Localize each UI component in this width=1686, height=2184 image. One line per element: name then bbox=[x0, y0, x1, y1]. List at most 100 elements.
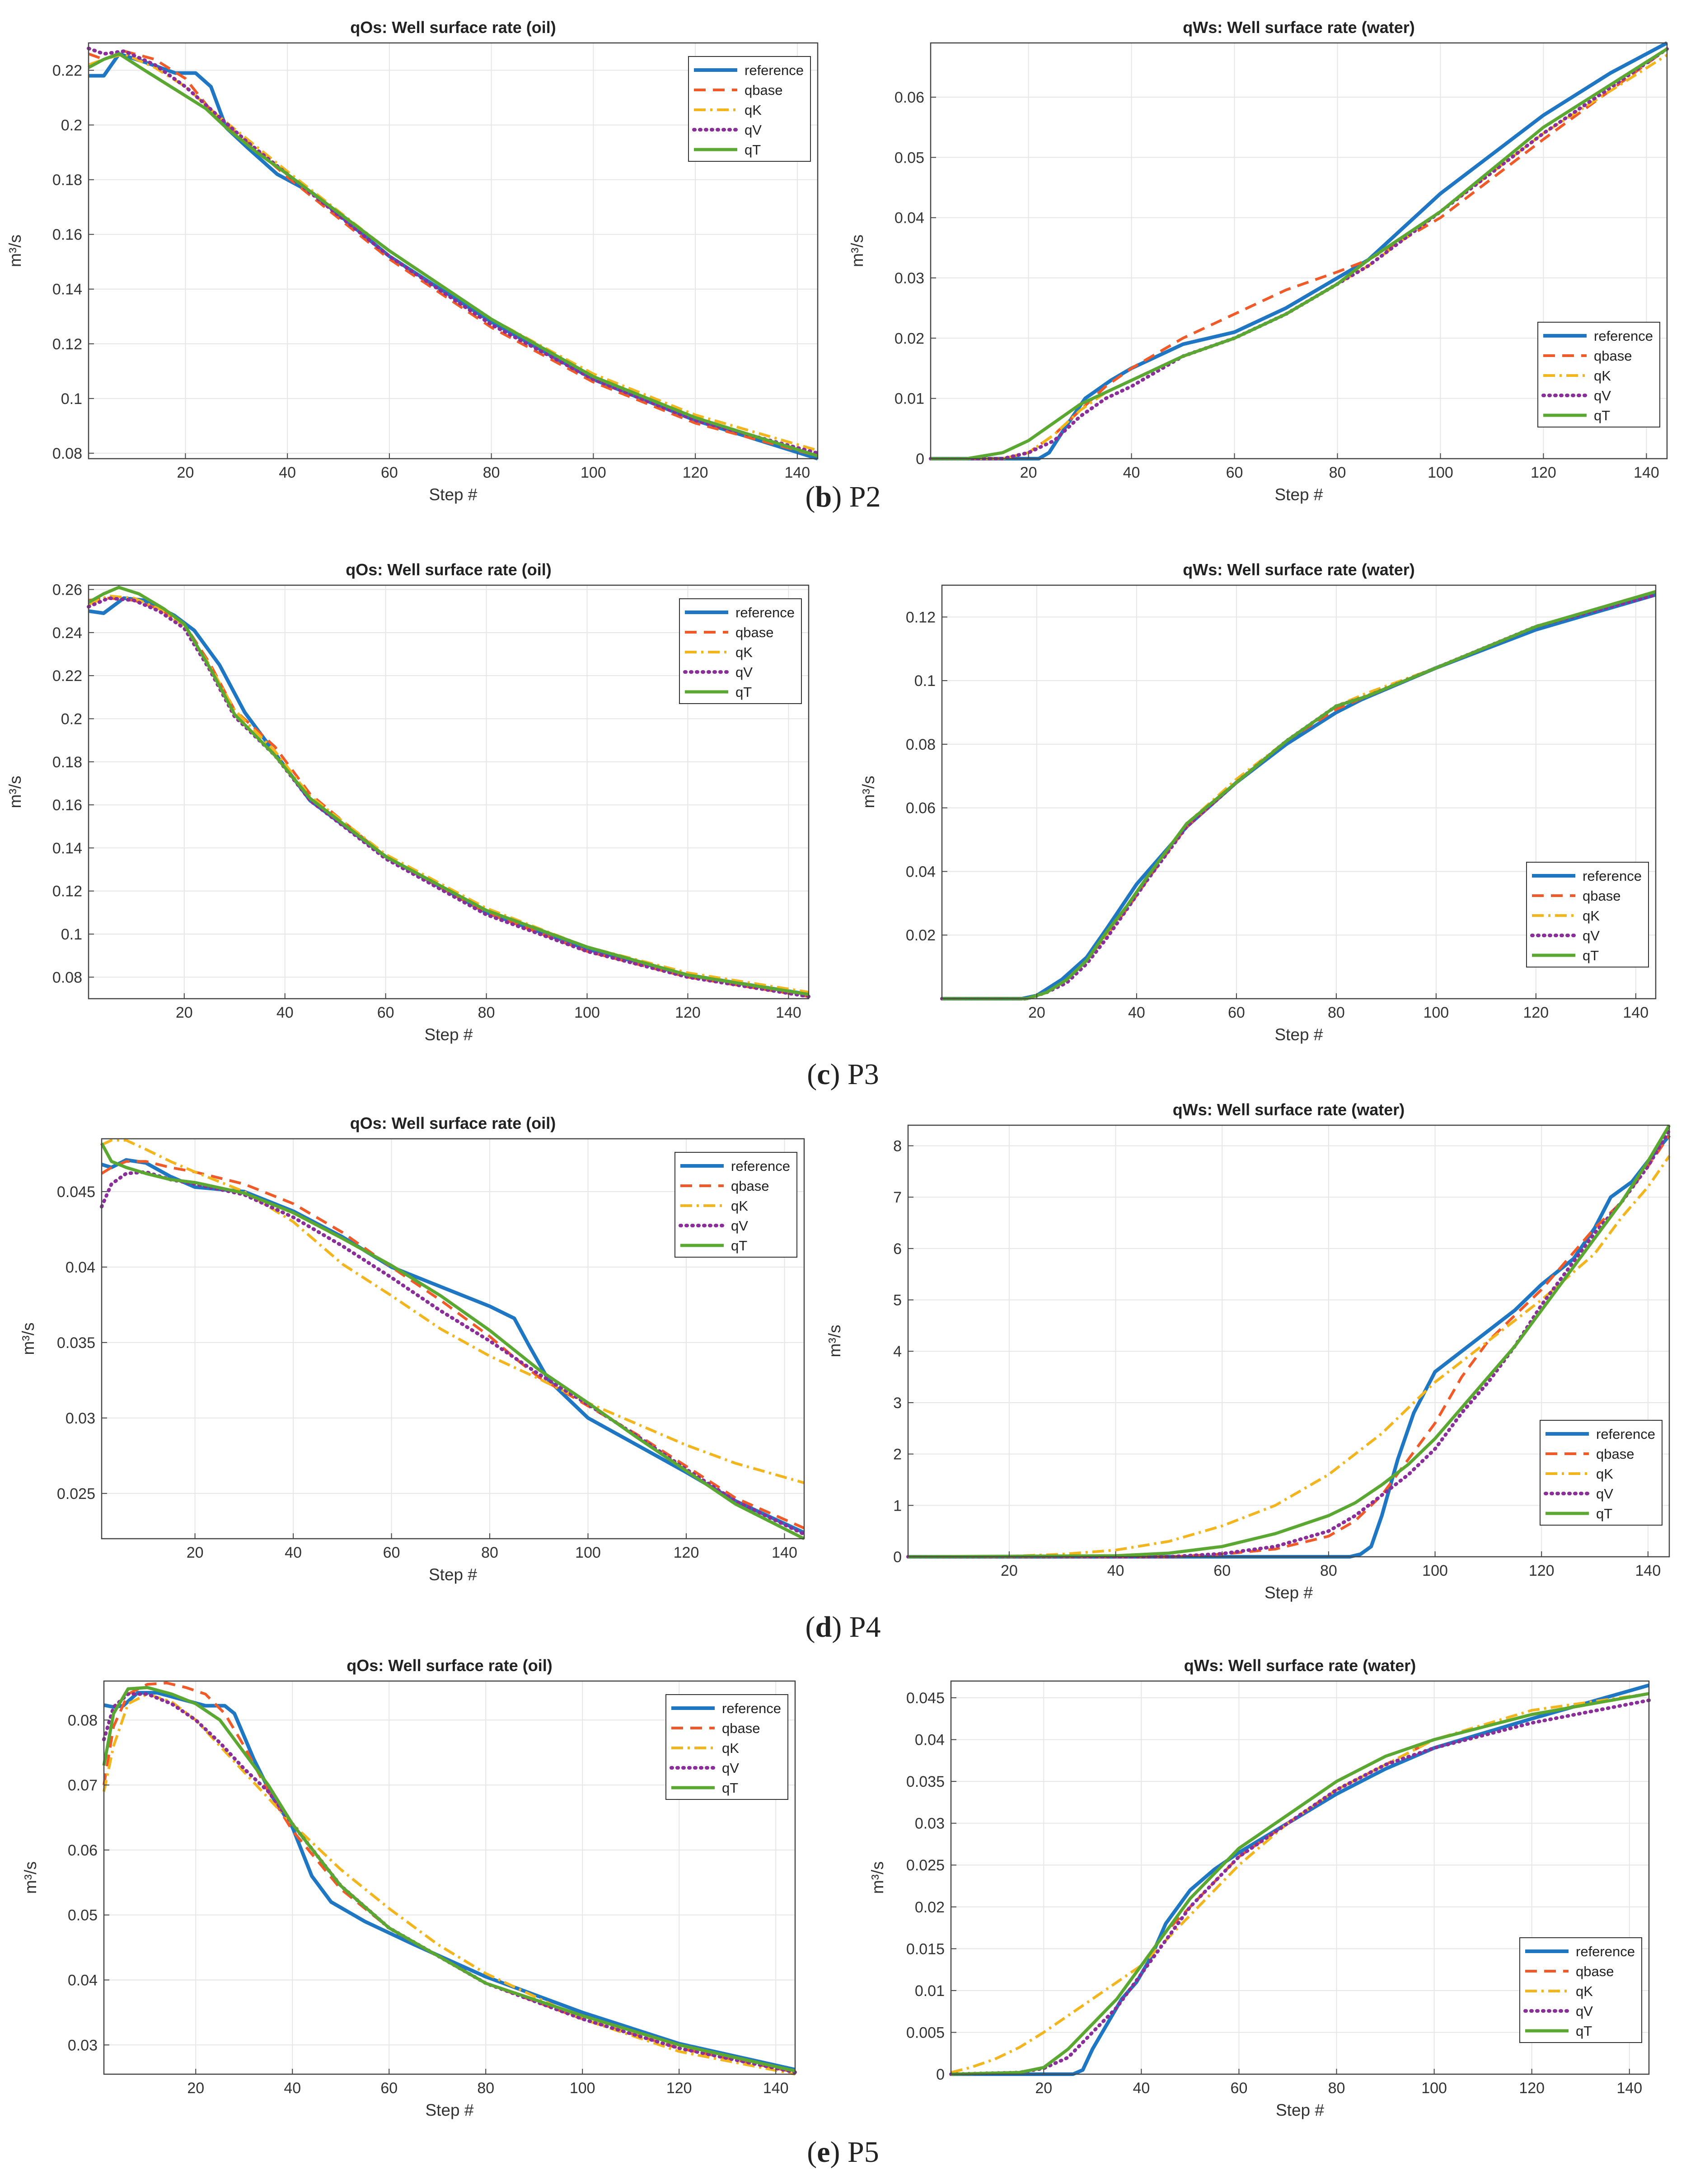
caption-d: (d) P4 bbox=[805, 1611, 881, 1644]
x-tick-label: 140 bbox=[1623, 1004, 1649, 1021]
chart-title: qOs: Well surface rate (oil) bbox=[346, 560, 551, 579]
x-tick-label: 100 bbox=[1422, 1562, 1448, 1579]
x-tick-label: 80 bbox=[1328, 1004, 1345, 1021]
y-tick-label: 0.045 bbox=[57, 1184, 95, 1201]
x-tick-label: 60 bbox=[1213, 1562, 1231, 1579]
caption-b: (b) P2 bbox=[805, 480, 881, 513]
legend-label-qbase: qbase bbox=[1594, 348, 1632, 364]
y-tick-label: 0.06 bbox=[68, 1842, 98, 1859]
y-tick-label: 0.02 bbox=[906, 927, 936, 944]
x-tick-label: 80 bbox=[481, 1544, 498, 1561]
y-tick-label: 0.16 bbox=[52, 797, 82, 814]
legend-box bbox=[1537, 322, 1660, 427]
y-tick-label: 0.14 bbox=[52, 840, 82, 857]
x-tick-label: 120 bbox=[1529, 1562, 1555, 1579]
legend-label-qV: qV bbox=[1594, 388, 1611, 404]
x-tick-label: 20 bbox=[177, 464, 194, 481]
axes-box bbox=[101, 1138, 805, 1540]
x-tick-label: 140 bbox=[1616, 2080, 1642, 2097]
chart-title: qWs: Well surface rate (water) bbox=[1183, 560, 1414, 579]
x-tick-label: 140 bbox=[1635, 1562, 1661, 1579]
y-tick-label: 0.06 bbox=[895, 89, 924, 106]
y-tick-label: 0.04 bbox=[68, 1972, 98, 1989]
axes-box bbox=[941, 584, 1657, 1000]
series-line-qbase bbox=[88, 596, 809, 998]
x-tick-label: 60 bbox=[1231, 2080, 1248, 2097]
x-tick-label: 60 bbox=[377, 1004, 394, 1021]
series-line-qV bbox=[949, 1698, 1651, 2076]
legend-box bbox=[1526, 862, 1649, 968]
legend-label-qV: qV bbox=[1576, 2003, 1593, 2019]
y-tick-label: 8 bbox=[893, 1137, 902, 1155]
x-axis-label: Step # bbox=[425, 1025, 473, 1044]
series-line-qT bbox=[100, 1142, 805, 1541]
y-tick-label: 0.025 bbox=[57, 1485, 95, 1503]
chart-p4-oil: 20 40 60 80 100 120 140 0.025 0.03 0.035 0.04 0.045… bbox=[19, 1114, 806, 1584]
y-tick-label: 1 bbox=[893, 1497, 902, 1514]
x-tick-label: 80 bbox=[478, 1004, 495, 1021]
y-tick-label: 0.06 bbox=[906, 800, 936, 817]
series-line-qK bbox=[101, 1139, 805, 1484]
legend-label-qV: qV bbox=[1596, 1486, 1613, 1502]
y-tick-label: 0.08 bbox=[52, 445, 82, 462]
y-tick-label: 0.005 bbox=[906, 2024, 945, 2041]
x-tick-label: 80 bbox=[1320, 1562, 1337, 1579]
y-axis-label: m³/s bbox=[848, 235, 866, 267]
legend-label-qT: qT bbox=[1594, 408, 1610, 423]
y-tick-label: 0.22 bbox=[52, 667, 82, 685]
y-tick-label: 0.22 bbox=[52, 62, 82, 80]
x-tick-label: 40 bbox=[285, 1544, 302, 1561]
series-line-qT bbox=[951, 1692, 1649, 2076]
y-axis-label: m³/s bbox=[868, 1861, 887, 1894]
x-tick-label: 120 bbox=[674, 1544, 699, 1561]
y-tick-label: 0.03 bbox=[895, 270, 924, 287]
x-axis-label: Step # bbox=[1275, 485, 1323, 504]
chart-p5-oil: 20 40 60 80 100 120 140 0.03 0.04 0.05 0.06 0.07 0.0… bbox=[21, 1656, 797, 2119]
x-tick-label: 40 bbox=[1128, 1004, 1145, 1021]
series-line-qT bbox=[88, 52, 819, 458]
legend-label-qT: qT bbox=[1576, 2023, 1592, 2039]
legend-label-qT: qT bbox=[745, 142, 761, 158]
legend-label-reference: reference bbox=[731, 1158, 790, 1174]
y-tick-label: 0.12 bbox=[906, 609, 936, 626]
legend-box bbox=[679, 598, 802, 704]
x-tick-label: 120 bbox=[1531, 464, 1556, 481]
axes-box bbox=[88, 584, 810, 1000]
legend-label-reference: reference bbox=[735, 605, 795, 620]
series-line-reference bbox=[908, 1134, 1671, 1559]
legend-label-reference: reference bbox=[722, 1700, 781, 1716]
chart-p4-water: 20 40 60 80 100 120 140 0 1 2 3 4 5 6 7 8 qWs: Well surf… bbox=[825, 1100, 1671, 1602]
series-line-qT bbox=[102, 1686, 796, 2073]
legend-label-qT: qT bbox=[722, 1780, 738, 1796]
x-axis-label: Step # bbox=[1276, 2101, 1324, 2119]
y-tick-label: 0.18 bbox=[52, 754, 82, 771]
y-tick-label: 0 bbox=[936, 2066, 945, 2083]
y-tick-label: 0.04 bbox=[66, 1259, 95, 1276]
legend-label-qK: qK bbox=[731, 1198, 748, 1214]
legend-label-qT: qT bbox=[1583, 948, 1599, 963]
y-tick-label: 0.18 bbox=[52, 172, 82, 189]
x-tick-label: 40 bbox=[279, 464, 296, 481]
chart-title: qWs: Well surface rate (water) bbox=[1183, 18, 1414, 37]
legend-label-qK: qK bbox=[745, 102, 762, 118]
x-axis-label: Step # bbox=[429, 1565, 477, 1584]
y-tick-label: 0.04 bbox=[915, 1732, 945, 1749]
y-axis-label: m³/s bbox=[6, 235, 24, 267]
x-tick-label: 60 bbox=[381, 464, 398, 481]
axes-box bbox=[103, 1680, 796, 2075]
y-tick-label: 0.16 bbox=[52, 226, 82, 244]
y-tick-label: 0.04 bbox=[906, 863, 936, 880]
y-tick-label: 0.14 bbox=[52, 281, 82, 298]
y-tick-label: 0.1 bbox=[61, 390, 82, 408]
chart-p3-oil: 20 40 60 80 100 120 140 0.08 0.1 0.12 0.14 0.16 0.18… bbox=[6, 560, 810, 1044]
x-tick-label: 20 bbox=[187, 1544, 204, 1561]
legend-label-qV: qV bbox=[735, 664, 753, 680]
series-line-qbase bbox=[908, 1134, 1671, 1558]
x-tick-label: 80 bbox=[477, 2080, 494, 2097]
y-tick-label: 0.24 bbox=[52, 625, 82, 642]
series-line-qT bbox=[908, 1124, 1671, 1559]
series-line-qK bbox=[88, 52, 818, 452]
x-tick-label: 20 bbox=[1001, 1562, 1018, 1579]
y-tick-label: 0 bbox=[893, 1549, 902, 1566]
